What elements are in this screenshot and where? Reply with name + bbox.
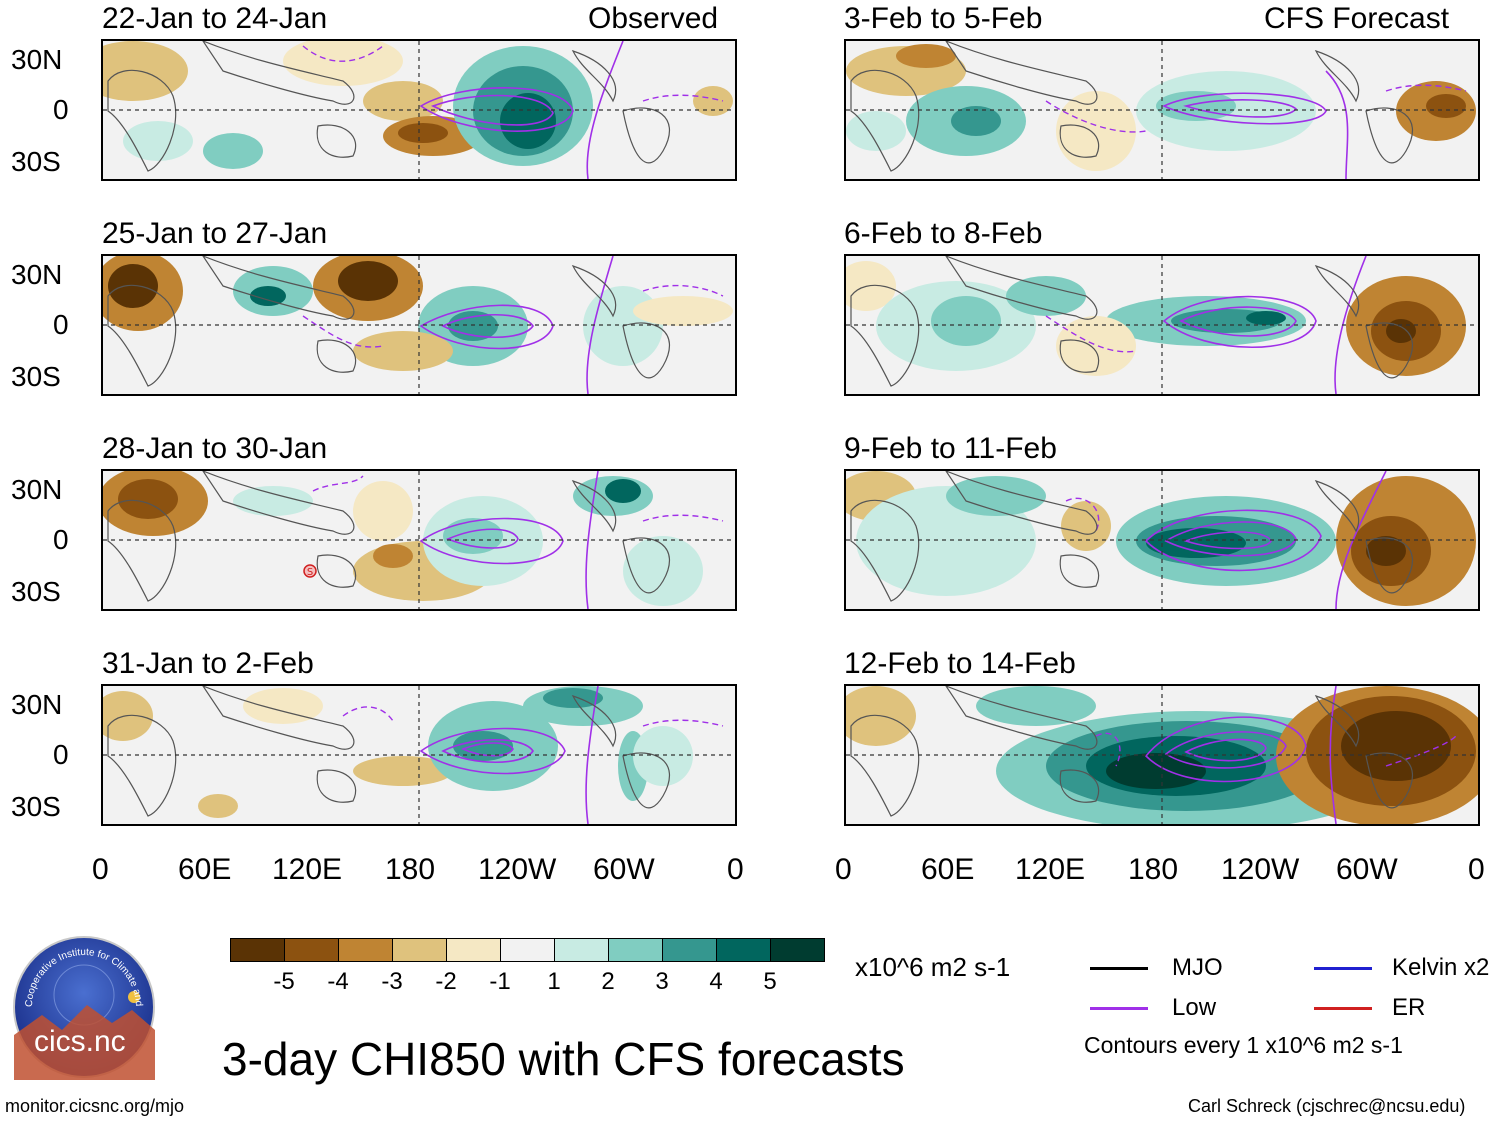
colorbar-tick-label: 2 — [601, 968, 615, 995]
colorbar-tick-label: -4 — [327, 968, 349, 995]
colorbar-tick-label: -5 — [273, 968, 295, 995]
colorbar-swatch — [770, 938, 825, 962]
panel-title: 22-Jan to 24-Jan — [102, 2, 328, 35]
cics-logo: Cooperative Institute for Climate and Sa… — [9, 927, 157, 1080]
colorbar-units: x10^6 m2 s-1 — [855, 952, 1011, 982]
logo-text: cics.nc — [34, 1025, 126, 1058]
footer-url: monitor.cicsnc.org/mjo — [5, 1096, 185, 1116]
map-panel — [101, 684, 737, 826]
colorbar-swatch — [230, 938, 285, 962]
colorbar-swatch — [554, 938, 609, 962]
colorbar-tick-label: 3 — [655, 968, 669, 995]
panel-title: 31-Jan to 2-Feb — [102, 647, 314, 680]
legend-line-er — [1314, 1007, 1372, 1010]
colorbar-tick-label: -1 — [489, 968, 511, 995]
colorbar-tick-label: 5 — [763, 968, 777, 995]
lon-label: 60W — [593, 853, 655, 886]
main-title: 3-day CHI850 with CFS forecasts — [222, 1033, 905, 1085]
lon-label: 0 — [727, 853, 744, 886]
map-panel — [844, 684, 1480, 826]
lat-label: 30S — [11, 146, 61, 177]
lat-label: 30N — [11, 689, 63, 720]
lat-label: 30N — [11, 44, 63, 75]
map-panel — [101, 254, 737, 396]
map-panel — [844, 469, 1480, 611]
contour-interval-note: Contours every 1 x10^6 m2 s-1 — [1084, 1032, 1403, 1058]
panel-title: 3-Feb to 5-Feb — [844, 2, 1043, 35]
colorbar-swatch — [446, 938, 501, 962]
panel-title: 12-Feb to 14-Feb — [844, 647, 1076, 680]
tropical-cyclone-symbol — [303, 564, 317, 578]
legend-label-kelvin: Kelvin x2 — [1392, 954, 1490, 981]
lat-label: 0 — [53, 524, 69, 555]
lon-label: 0 — [92, 853, 109, 886]
legend-line-mjo — [1090, 967, 1148, 970]
lat-label: 0 — [53, 94, 69, 125]
lon-label: 180 — [1128, 853, 1179, 886]
colorbar-tick-label: -3 — [381, 968, 403, 995]
map-panel — [844, 39, 1480, 181]
panel-tag: CFS Forecast — [1264, 2, 1450, 35]
lat-label: 30S — [11, 361, 61, 392]
lon-label: 60E — [178, 853, 232, 886]
colorbar-swatch — [662, 938, 717, 962]
colorbar-swatch — [608, 938, 663, 962]
lon-label: 120E — [1015, 853, 1086, 886]
colorbar-swatch — [500, 938, 555, 962]
colorbar-swatch — [338, 938, 393, 962]
lon-label: 180 — [385, 853, 436, 886]
panel-title: 25-Jan to 27-Jan — [102, 217, 328, 250]
map-panel: S — [101, 469, 737, 611]
lat-label: 30S — [11, 791, 61, 822]
legend-label-low: Low — [1172, 994, 1217, 1021]
colorbar-swatch — [716, 938, 771, 962]
panel-title: 6-Feb to 8-Feb — [844, 217, 1043, 250]
lat-label: 30N — [11, 259, 63, 290]
panel-title: 9-Feb to 11-Feb — [844, 432, 1057, 465]
legend-line-low — [1090, 1007, 1148, 1010]
lat-label: 0 — [53, 739, 69, 770]
lat-label: 0 — [53, 309, 69, 340]
lat-label: 30S — [11, 576, 61, 607]
lon-label: 120E — [272, 853, 343, 886]
legend-label-mjo: MJO — [1172, 954, 1223, 981]
colorbar-tick-label: 1 — [547, 968, 561, 995]
tropical-cyclone-label: S — [307, 567, 313, 578]
colorbar-tick-label: -2 — [435, 968, 457, 995]
lat-label: 30N — [11, 474, 63, 505]
colorbar-swatch — [284, 938, 339, 962]
lon-label: 60E — [921, 853, 975, 886]
panel-title: 28-Jan to 30-Jan — [102, 432, 328, 465]
colorbar-swatch — [392, 938, 447, 962]
lon-label: 60W — [1336, 853, 1398, 886]
legend-label-er: ER — [1392, 994, 1426, 1021]
panel-tag: Observed — [588, 2, 719, 35]
footer-credit: Carl Schreck (cjschrec@ncsu.edu) — [1188, 1096, 1466, 1116]
lon-label: 120W — [478, 853, 557, 886]
lon-label: 120W — [1221, 853, 1300, 886]
lon-label: 0 — [835, 853, 852, 886]
legend-line-kelvin — [1314, 967, 1372, 970]
map-panel — [101, 39, 737, 181]
lon-label: 0 — [1468, 853, 1485, 886]
map-panel — [844, 254, 1480, 396]
colorbar-tick-label: 4 — [709, 968, 723, 995]
